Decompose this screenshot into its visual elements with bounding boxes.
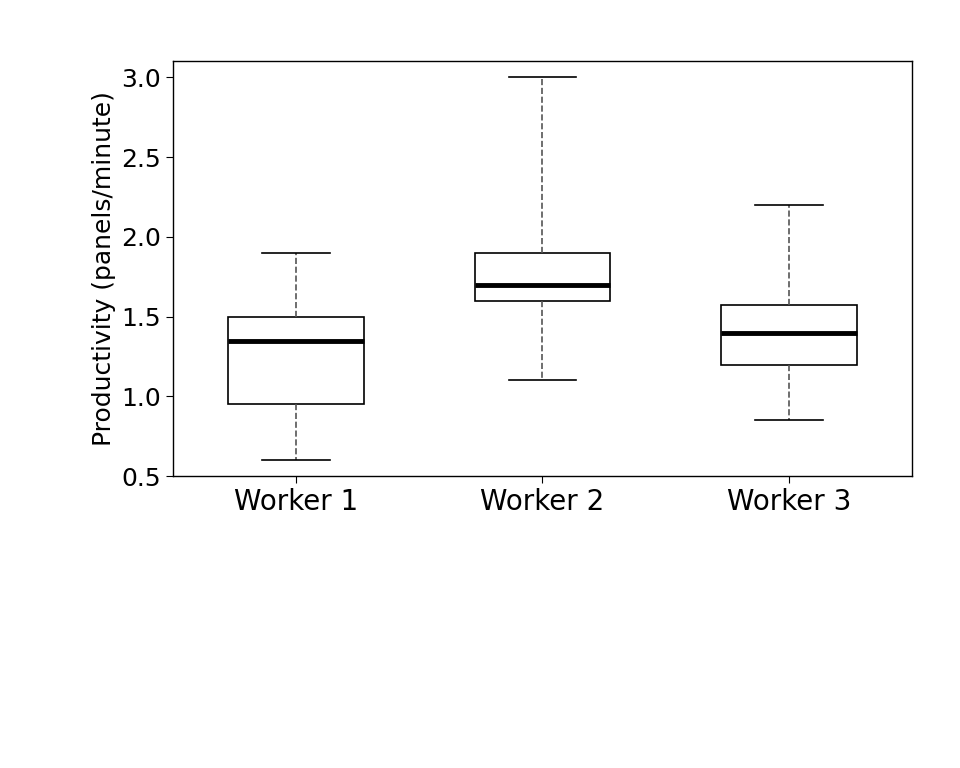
PathPatch shape [228,316,364,405]
Y-axis label: Productivity (panels/minute): Productivity (panels/minute) [91,91,115,446]
PathPatch shape [721,306,856,365]
PathPatch shape [474,253,611,301]
